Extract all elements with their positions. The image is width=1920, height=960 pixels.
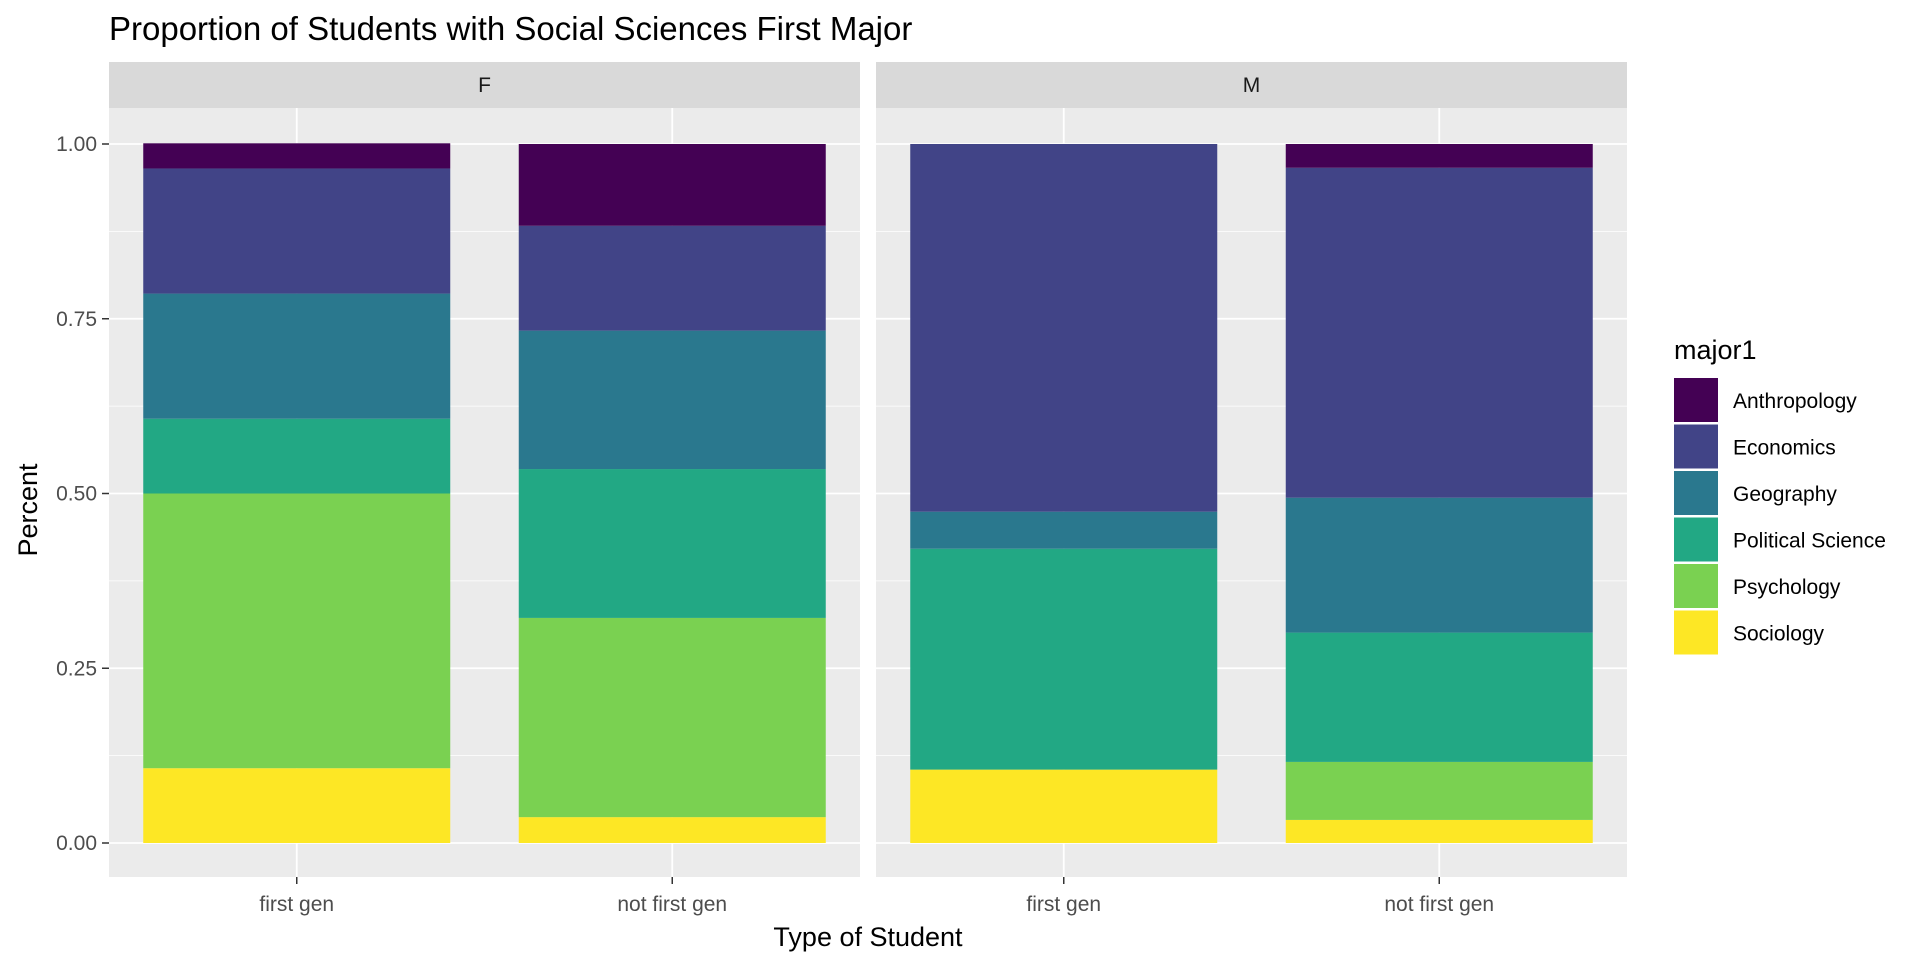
bar-segment-sociology [143, 768, 451, 843]
bar-segment-economics [143, 168, 451, 294]
y-tick-label: 1.00 [56, 133, 97, 156]
y-tick-label: 0.75 [56, 308, 97, 331]
y-tick-label: 0.50 [56, 483, 97, 506]
bar-segment-psychology [518, 617, 826, 818]
x-tick-label: not first gen [1384, 893, 1494, 916]
y-tick-label: 0.00 [56, 832, 97, 855]
x-tick-label: first gen [259, 893, 334, 916]
facet-strip [109, 62, 860, 108]
legend-key-economics [1674, 424, 1718, 469]
legend-label: Geography [1733, 483, 1837, 506]
legend: major1 Anthropology Economics Geography Pol… [1674, 335, 1886, 655]
legend-label: Sociology [1733, 623, 1825, 646]
facet-strip-label: M [1243, 74, 1261, 97]
bar-segment-sociology [1285, 819, 1593, 843]
y-tick-label: 0.25 [56, 657, 97, 680]
bar-segment-economics [518, 225, 826, 331]
facet-strip-label: F [478, 74, 491, 97]
bar-segment-geography [518, 330, 826, 470]
legend-label: Psychology [1733, 576, 1841, 599]
legend-title: major1 [1674, 335, 1757, 365]
bar-segment-economics [1285, 167, 1593, 498]
legend-label: Anthropology [1733, 390, 1857, 413]
bar-segment-psychology [143, 493, 451, 769]
x-tick-label: not first gen [617, 893, 727, 916]
bar-segment-sociology [910, 769, 1218, 843]
x-axis-title: Type of Student [773, 922, 963, 952]
bar-segment-geography [143, 293, 451, 419]
bar-segment-political-science [518, 469, 826, 618]
legend-key-sociology [1674, 610, 1718, 655]
x-tick-label: first gen [1026, 893, 1101, 916]
bar-segment-geography [910, 511, 1218, 549]
legend-key-psychology [1674, 564, 1718, 608]
bar-segment-political-science [143, 418, 451, 494]
bar-segment-psychology [1285, 761, 1593, 820]
legend-key-anthropology [1674, 378, 1718, 422]
bar-segment-political-science [1285, 632, 1593, 762]
y-axis-title: Percent [13, 463, 43, 557]
facet-strip [876, 62, 1627, 108]
chart-title: Proportion of Students with Social Scien… [109, 10, 912, 47]
legend-key-political-science [1674, 517, 1718, 562]
bar-segment-anthropology [143, 143, 451, 169]
legend-label: Political Science [1733, 530, 1886, 553]
bar-segment-political-science [910, 548, 1218, 770]
bar-segment-anthropology [1285, 144, 1593, 168]
bar-segment-sociology [518, 817, 826, 843]
bar-segment-anthropology [518, 144, 826, 226]
bar-segment-geography [1285, 497, 1593, 633]
legend-label: Economics [1733, 437, 1836, 460]
legend-key-geography [1674, 471, 1718, 515]
bar-segment-economics [910, 144, 1218, 512]
